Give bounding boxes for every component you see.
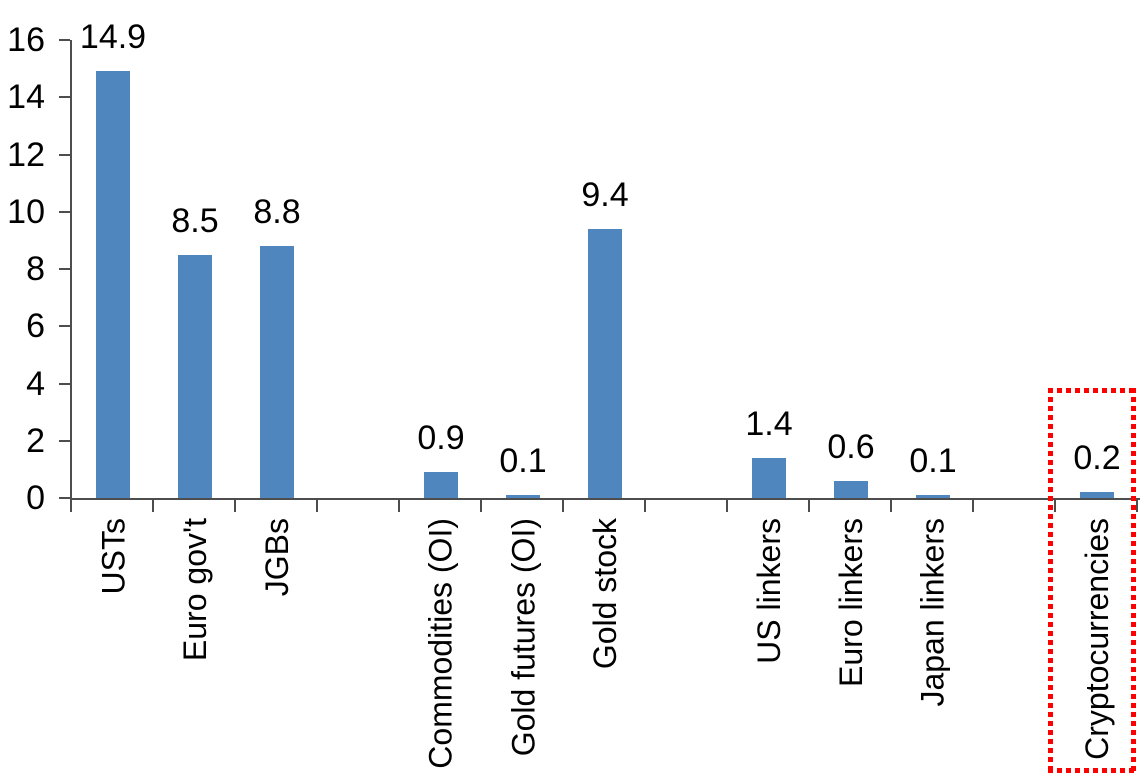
x-axis-tick [644,498,646,512]
y-axis-tick-label: 14 [7,78,45,117]
x-axis-category-label-usts: USTs [95,518,131,595]
x-axis-tick [152,498,154,512]
y-axis-line [70,40,72,498]
bar-value-label-euro-linkers: 0.6 [827,428,875,466]
highlight-box-top [1048,388,1136,393]
bar-cryptocurrencies [1080,492,1114,498]
y-axis-tick-label: 6 [26,307,45,346]
bar-value-label-commodities-oi: 0.9 [417,419,465,457]
x-axis-tick [398,498,400,512]
y-axis-tick [59,325,70,328]
bar-gold-futures-oi [506,495,540,498]
x-axis-category-label-euro-linkers: Euro linkers [833,518,869,687]
bar-usts [96,71,130,498]
bar-gold-stock [588,229,622,498]
x-axis-tick [890,498,892,512]
x-axis-tick [726,498,728,512]
y-axis-tick [59,497,70,499]
highlight-box [1048,388,1136,773]
x-axis-tick [316,498,318,512]
highlight-box-left [1048,388,1053,773]
highlight-box-bottom [1048,768,1136,773]
x-axis-tick [234,498,236,512]
x-axis-tick [480,498,482,512]
bar-value-label-gold-stock: 9.4 [581,176,629,214]
bar-value-label-cryptocurrencies: 0.2 [1073,439,1121,477]
bar-value-label-jgbs: 8.8 [253,193,301,231]
x-axis-category-label-euro-gov-t: Euro gov't [177,518,213,662]
highlight-box-right [1131,388,1136,773]
y-axis-tick [59,382,70,385]
bar-value-label-us-linkers: 1.4 [745,405,793,443]
y-axis-tick [59,39,70,41]
bar-euro-gov-t [178,255,212,498]
y-axis-tick [59,96,70,99]
y-axis-tick [59,153,70,156]
x-axis-category-label-japan-linkers: Japan linkers [915,518,951,707]
x-axis-tick [70,498,72,512]
y-axis-tick-label: 0 [26,479,45,517]
bar-jgbs [260,246,294,498]
x-axis-tick [1054,498,1056,512]
y-axis-tick [59,439,70,442]
bar-japan-linkers [916,495,950,498]
bar-value-label-gold-futures-oi: 0.1 [499,442,547,480]
bar-euro-linkers [834,481,868,498]
y-axis-tick [59,268,70,270]
x-axis-tick [562,498,564,512]
bar-value-label-euro-gov-t: 8.5 [171,202,219,240]
y-axis-tick-label: 16 [7,21,45,59]
x-axis-category-label-gold-futures-oi: Gold futures (OI) [505,518,541,757]
y-axis-tick-label: 8 [26,250,45,288]
x-axis-tick [972,498,974,512]
bar-commodities-oi [424,472,458,498]
x-axis-category-label-jgbs: JGBs [259,518,295,597]
y-axis-tick-label: 12 [7,135,45,174]
bar-value-label-japan-linkers: 0.1 [909,442,957,480]
x-axis-tick [1136,498,1138,512]
x-axis-category-label-gold-stock: Gold stock [587,518,623,670]
y-axis-tick-label: 10 [7,192,45,231]
y-axis-tick-label: 2 [26,421,45,460]
x-axis-category-label-commodities-oi: Commodities (OI) [423,518,459,769]
y-axis-tick [59,210,70,213]
bar-us-linkers [752,458,786,498]
x-axis-category-label-us-linkers: US linkers [751,518,787,664]
x-axis-tick [808,498,810,512]
x-axis-line [70,498,1140,500]
bar-value-label-usts: 14.9 [79,18,147,56]
y-axis-tick-label: 4 [26,364,45,403]
